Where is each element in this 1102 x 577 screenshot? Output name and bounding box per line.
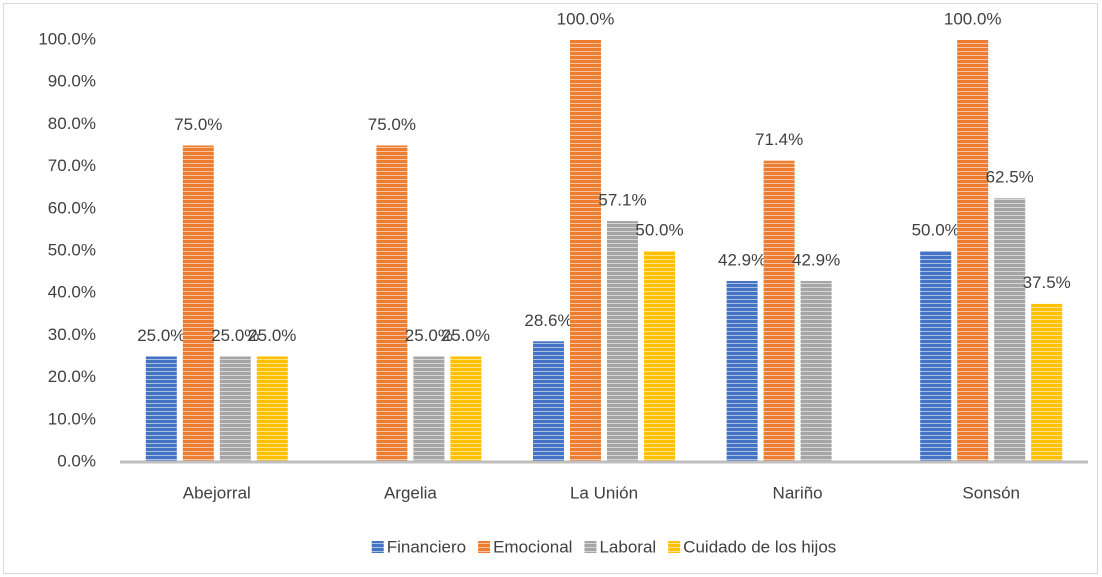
legend-swatch: [478, 541, 491, 553]
y-tick-label: 70.0%: [48, 156, 96, 175]
y-tick-label: 100.0%: [38, 29, 96, 48]
legend-label: Emocional: [493, 537, 572, 556]
legend-swatch: [371, 541, 384, 553]
data-label: 25.0%: [405, 326, 453, 345]
data-label: 57.1%: [598, 191, 646, 210]
x-tick-label: Sonsón: [962, 483, 1020, 502]
y-tick-label: 10.0%: [48, 409, 96, 428]
bar: [957, 40, 989, 462]
bar: [256, 356, 288, 462]
x-tick-label: Abejorral: [183, 483, 251, 502]
data-label: 28.6%: [524, 311, 572, 330]
data-label: 100.0%: [944, 9, 1002, 28]
x-tick-label: Argelia: [384, 483, 437, 502]
bar: [570, 40, 601, 462]
data-label: 37.5%: [1023, 273, 1071, 292]
legend-label: Laboral: [599, 537, 656, 556]
data-label: 62.5%: [986, 168, 1034, 187]
data-label: 25.0%: [248, 326, 296, 345]
y-tick-label: 30.0%: [48, 325, 96, 344]
bar: [920, 251, 952, 462]
bar: [994, 198, 1026, 462]
y-tick-label: 40.0%: [48, 283, 96, 302]
data-label: 50.0%: [635, 220, 683, 239]
data-label: 75.0%: [174, 115, 222, 134]
data-label: 25.0%: [137, 326, 185, 345]
bar: [182, 145, 214, 462]
data-label: 25.0%: [442, 326, 490, 345]
bar: [800, 280, 832, 462]
data-label: 42.9%: [718, 250, 766, 269]
y-tick-label: 50.0%: [48, 240, 96, 259]
x-tick-label: Nariño: [773, 483, 823, 502]
legend-label: Cuidado de los hijos: [683, 537, 836, 556]
bar: [763, 160, 795, 462]
legend-swatch: [668, 541, 681, 553]
data-label: 25.0%: [211, 326, 259, 345]
bar: [1031, 303, 1063, 462]
data-label: 42.9%: [792, 250, 840, 269]
y-tick-label: 20.0%: [48, 367, 96, 386]
bar: [376, 145, 408, 462]
data-label: 50.0%: [912, 220, 960, 239]
legend: Financiero Emocional Laboral Cuidado de los…: [371, 537, 836, 556]
legend-label: Financiero: [387, 537, 466, 556]
bar: [533, 341, 564, 462]
bar: [413, 356, 445, 462]
y-tick-label: 60.0%: [48, 198, 96, 217]
bar: [219, 356, 251, 462]
data-label: 71.4%: [755, 130, 803, 149]
y-tick-label: 90.0%: [48, 72, 96, 91]
y-tick-label: 80.0%: [48, 114, 96, 133]
legend-swatch: [584, 541, 597, 553]
bar: [145, 356, 177, 462]
y-tick-label: 0.0%: [57, 451, 96, 470]
data-label: 75.0%: [368, 115, 416, 134]
bar: [644, 251, 675, 462]
x-tick-label: La Unión: [570, 483, 638, 502]
bar: [726, 280, 758, 462]
bar: [607, 221, 638, 462]
data-label: 100.0%: [557, 9, 615, 28]
bar: [450, 356, 482, 462]
